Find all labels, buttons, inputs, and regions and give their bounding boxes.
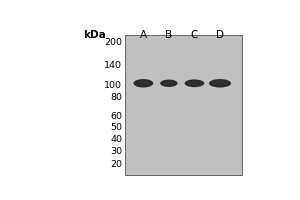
Ellipse shape: [188, 81, 201, 84]
Ellipse shape: [209, 79, 231, 88]
Text: 140: 140: [104, 61, 122, 70]
Bar: [125, 35, 242, 175]
Ellipse shape: [134, 79, 153, 88]
Ellipse shape: [136, 81, 150, 84]
Text: C: C: [191, 30, 198, 40]
Text: 100: 100: [104, 81, 122, 90]
Text: D: D: [216, 30, 224, 40]
Text: A: A: [140, 30, 147, 40]
Text: 40: 40: [110, 135, 122, 144]
Ellipse shape: [212, 81, 228, 84]
Text: 30: 30: [110, 147, 122, 156]
Text: kDa: kDa: [83, 30, 106, 40]
Ellipse shape: [184, 79, 204, 87]
Ellipse shape: [160, 80, 178, 87]
Text: 20: 20: [110, 160, 122, 169]
Text: 60: 60: [110, 112, 122, 121]
Text: 50: 50: [110, 123, 122, 132]
Text: B: B: [165, 30, 172, 40]
Text: 200: 200: [104, 38, 122, 47]
Ellipse shape: [163, 81, 175, 84]
Text: 80: 80: [110, 93, 122, 102]
